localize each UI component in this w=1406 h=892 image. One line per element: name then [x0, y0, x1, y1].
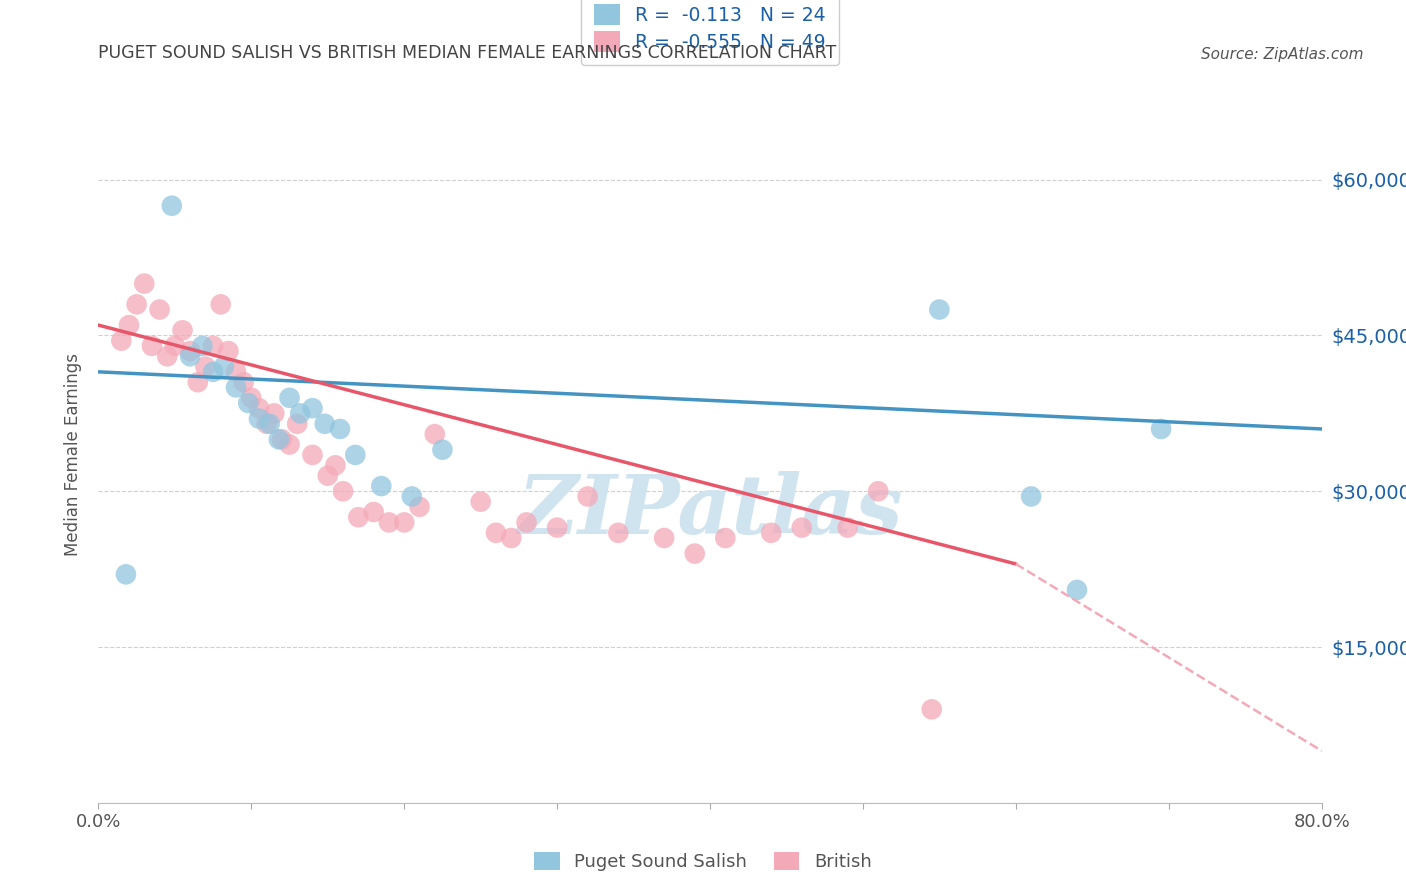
- Point: [837, 520, 859, 534]
- Point: [247, 401, 270, 416]
- Point: [316, 468, 339, 483]
- Point: [194, 359, 217, 374]
- Point: [278, 391, 301, 405]
- Point: [546, 520, 568, 534]
- Point: [683, 547, 706, 561]
- Point: [470, 494, 492, 508]
- Point: [329, 422, 352, 436]
- Point: [1066, 582, 1088, 597]
- Point: [270, 433, 292, 447]
- Point: [125, 297, 148, 311]
- Point: [256, 417, 278, 431]
- Point: [134, 277, 156, 291]
- Point: [202, 339, 225, 353]
- Point: [392, 516, 416, 530]
- Point: [1150, 422, 1173, 436]
- Point: [332, 484, 354, 499]
- Point: [225, 365, 247, 379]
- Point: [344, 448, 367, 462]
- Point: [110, 334, 132, 348]
- Text: ZIPatlas: ZIPatlas: [517, 471, 903, 550]
- Point: [115, 567, 138, 582]
- Point: [325, 458, 347, 473]
- Point: [232, 376, 254, 390]
- Point: [314, 417, 336, 431]
- Point: [179, 344, 201, 359]
- Point: [187, 376, 209, 390]
- Point: [790, 520, 813, 534]
- Point: [160, 199, 183, 213]
- Point: [156, 349, 179, 363]
- Point: [301, 401, 323, 416]
- Point: [141, 339, 163, 353]
- Point: [163, 339, 186, 353]
- Point: [278, 437, 301, 451]
- Point: [191, 339, 214, 353]
- Point: [401, 490, 423, 504]
- Point: [714, 531, 737, 545]
- Point: [247, 411, 270, 425]
- Point: [921, 702, 943, 716]
- Text: PUGET SOUND SALISH VS BRITISH MEDIAN FEMALE EARNINGS CORRELATION CHART: PUGET SOUND SALISH VS BRITISH MEDIAN FEM…: [98, 45, 837, 62]
- Point: [370, 479, 392, 493]
- Point: [432, 442, 454, 457]
- Point: [217, 344, 239, 359]
- Point: [240, 391, 263, 405]
- Point: [868, 484, 890, 499]
- Point: [516, 516, 538, 530]
- Point: [285, 417, 308, 431]
- Point: [363, 505, 385, 519]
- Point: [212, 359, 235, 374]
- Point: [652, 531, 675, 545]
- Point: [267, 433, 290, 447]
- Point: [225, 380, 247, 394]
- Point: [928, 302, 950, 317]
- Legend: Puget Sound Salish, British: Puget Sound Salish, British: [527, 845, 879, 879]
- Point: [347, 510, 370, 524]
- Y-axis label: Median Female Earnings: Median Female Earnings: [65, 353, 83, 557]
- Text: Source: ZipAtlas.com: Source: ZipAtlas.com: [1201, 47, 1364, 62]
- Point: [501, 531, 523, 545]
- Point: [202, 365, 225, 379]
- Point: [759, 525, 782, 540]
- Point: [607, 525, 630, 540]
- Point: [576, 490, 599, 504]
- Point: [378, 516, 401, 530]
- Point: [259, 417, 281, 431]
- Point: [408, 500, 430, 514]
- Legend: R =  -0.113   N = 24, R =  -0.555   N = 49: R = -0.113 N = 24, R = -0.555 N = 49: [581, 0, 839, 65]
- Point: [263, 406, 285, 420]
- Point: [238, 396, 260, 410]
- Point: [423, 427, 446, 442]
- Point: [209, 297, 232, 311]
- Point: [290, 406, 312, 420]
- Point: [118, 318, 141, 332]
- Point: [179, 349, 201, 363]
- Point: [301, 448, 323, 462]
- Point: [172, 323, 194, 337]
- Point: [485, 525, 508, 540]
- Point: [149, 302, 172, 317]
- Point: [1019, 490, 1042, 504]
